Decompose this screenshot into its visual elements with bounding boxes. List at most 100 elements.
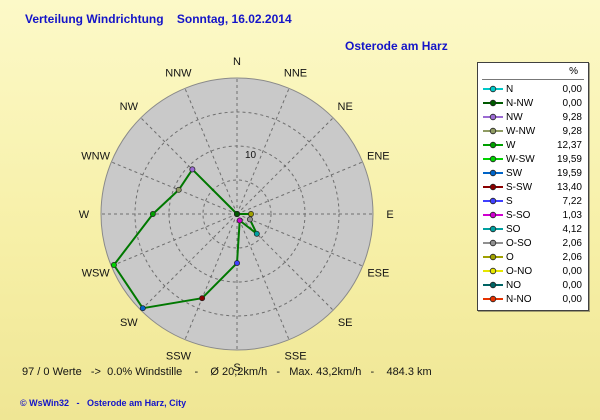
legend-marker-icon	[482, 196, 506, 206]
compass-label: SW	[120, 317, 138, 329]
compass-label: SSW	[166, 350, 192, 362]
legend-row: S-SW 13,40	[482, 180, 584, 194]
legend-value: 9,28	[562, 125, 582, 137]
page-title: Verteilung Windrichtung Sonntag, 16.02.2…	[25, 12, 292, 26]
radial-axis-label: 10	[245, 150, 257, 161]
legend-row: SW 19,59	[482, 166, 584, 180]
legend-rows: N 0,00 N-NW 0,00 NW 9,28 W-NW 9,28 W 12,37 W-SW 19,…	[482, 82, 584, 306]
compass-label: NNW	[165, 68, 192, 80]
data-point-marker	[248, 211, 254, 217]
legend-marker-icon	[482, 252, 506, 262]
legend-value: 13,40	[556, 181, 582, 193]
legend-marker-icon	[482, 126, 506, 136]
station-name: Osterode am Harz	[345, 39, 448, 53]
legend-value: 19,59	[556, 167, 582, 179]
legend-row: NW 9,28	[482, 110, 584, 124]
legend-marker-icon	[482, 154, 506, 164]
legend-value: 12,37	[556, 139, 582, 151]
legend-value: 2,06	[562, 251, 582, 263]
legend-label: S-SO	[506, 209, 531, 221]
legend-value: 0,00	[562, 293, 582, 305]
data-point-marker	[236, 217, 243, 224]
legend-label: SW	[506, 167, 523, 179]
legend-header: %	[482, 65, 584, 80]
legend-label: SO	[506, 223, 521, 235]
data-point-marker	[139, 305, 146, 312]
legend-label: W-NW	[506, 125, 536, 137]
legend-marker-icon	[482, 280, 506, 290]
legend-value: 7,22	[562, 195, 582, 207]
legend-marker-icon	[482, 98, 506, 108]
legend-label: O-NO	[506, 265, 533, 277]
data-point-marker	[234, 260, 240, 267]
legend-marker-icon	[482, 140, 506, 150]
data-point-marker	[234, 211, 240, 217]
data-point-marker	[175, 186, 182, 193]
grid-spoke	[184, 88, 238, 215]
copyright-note: © WsWin32 - Osterode am Harz, City	[20, 398, 187, 408]
legend-marker-icon	[482, 238, 506, 248]
compass-label: SSE	[285, 350, 307, 362]
legend-label: NO	[506, 279, 521, 291]
legend-marker-icon	[482, 266, 506, 276]
data-point-marker	[253, 230, 260, 237]
legend-row: W-SW 19,59	[482, 152, 584, 166]
grid-spoke	[236, 213, 290, 340]
compass-label: W	[79, 209, 90, 221]
compass-label: E	[386, 209, 393, 221]
legend-row: N 0,00	[482, 82, 584, 96]
legend-row: O-NO 0,00	[482, 264, 584, 278]
legend-row: SO 4,12	[482, 222, 584, 236]
compass-label: SE	[338, 317, 353, 329]
grid-spoke	[111, 161, 238, 215]
legend-row: S 7,22	[482, 194, 584, 208]
data-point-marker	[246, 216, 253, 223]
compass-label: S	[233, 362, 240, 374]
data-point-marker	[149, 211, 156, 217]
legend-value: 1,03	[562, 209, 582, 221]
legend-row: W-NW 9,28	[482, 124, 584, 138]
legend-label: O-SO	[506, 237, 532, 249]
compass-label: WSW	[82, 268, 111, 280]
legend-label: W	[506, 139, 516, 151]
compass-label: NW	[120, 101, 139, 113]
grid-spoke	[184, 213, 238, 340]
summary-stats: 97 / 0 Werte -> 0.0% Windstille - Ø 20,2…	[22, 366, 432, 378]
legend-box: % N 0,00 N-NW 0,00 NW 9,28 W-NW 9,28 W 12,37 W-SW 1…	[477, 62, 589, 311]
data-point-marker	[110, 262, 117, 268]
legend-marker-icon	[482, 224, 506, 234]
legend-row: S-SO 1,03	[482, 208, 584, 222]
data-point-marker	[189, 166, 196, 173]
legend-marker-icon	[482, 112, 506, 122]
grid-spoke	[111, 213, 238, 267]
compass-label: ENE	[367, 150, 390, 162]
legend-row: NO 0,00	[482, 278, 584, 292]
compass-label: N	[233, 56, 241, 68]
data-point-marker	[199, 295, 206, 302]
legend-value: 9,28	[562, 111, 582, 123]
legend-label: W-SW	[506, 153, 535, 165]
legend-marker-icon	[482, 182, 506, 192]
legend-value: 2,06	[562, 237, 582, 249]
legend-label: S-SW	[506, 181, 533, 193]
grid-spoke	[236, 88, 290, 215]
grid-spoke	[236, 117, 334, 215]
legend-label: N	[506, 83, 514, 95]
compass-label: WNW	[81, 150, 110, 162]
legend-row: W 12,37	[482, 138, 584, 152]
legend-marker-icon	[482, 168, 506, 178]
legend-marker-icon	[482, 84, 506, 94]
legend-value: 0,00	[562, 97, 582, 109]
legend-label: N-NO	[506, 293, 532, 305]
grid-spoke	[236, 213, 363, 267]
grid-spoke	[236, 161, 363, 215]
compass-label: NE	[338, 101, 353, 113]
grid-spoke	[140, 117, 238, 215]
legend-marker-icon	[482, 210, 506, 220]
compass-label: ESE	[367, 268, 389, 280]
grid-ring	[202, 179, 272, 249]
legend-label: O	[506, 251, 514, 263]
legend-row: O-SO 2,06	[482, 236, 584, 250]
